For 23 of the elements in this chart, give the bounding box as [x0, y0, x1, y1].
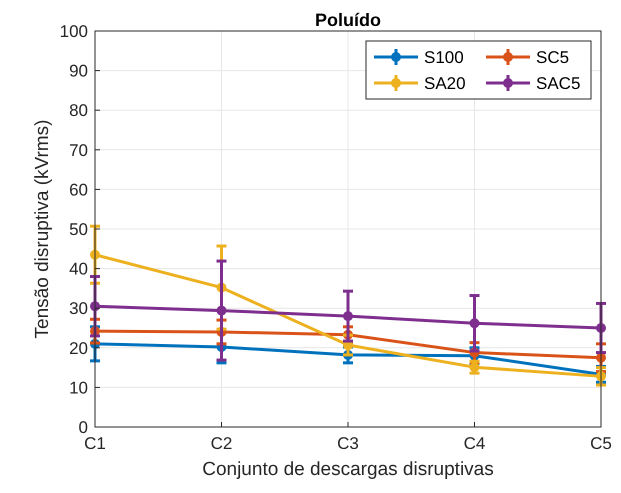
y-tick-label: 20: [69, 338, 88, 358]
y-tick-label: 100: [60, 22, 88, 41]
y-tick-label: 40: [69, 260, 88, 279]
y-tick-label: 70: [69, 140, 88, 160]
y-tick-label: 10: [69, 378, 88, 398]
y-tick-label: 30: [69, 299, 88, 318]
legend-label: SC5: [536, 48, 570, 67]
x-tick-label: C5: [590, 434, 612, 453]
x-tick-label: C2: [210, 434, 232, 453]
x-tick-label: C3: [337, 434, 359, 453]
x-tick-label: C4: [464, 434, 486, 453]
legend-label: S100: [424, 48, 464, 67]
x-tick-label: C1: [84, 434, 106, 453]
y-tick-label: 80: [69, 101, 88, 120]
y-tick-label: 0: [78, 418, 88, 437]
y-tick-label: 50: [69, 220, 88, 239]
y-tick-label: 60: [69, 180, 88, 200]
y-tick-label: 90: [69, 62, 88, 81]
legend-label: SAC5: [536, 74, 580, 93]
x-axis-title: Conjunto de descargas disruptivas: [202, 459, 494, 480]
chart-title: Poluído: [315, 10, 381, 30]
y-axis-title: Tensão disruptiva (kVrms): [32, 120, 53, 338]
legend-label: SA20: [424, 74, 466, 93]
